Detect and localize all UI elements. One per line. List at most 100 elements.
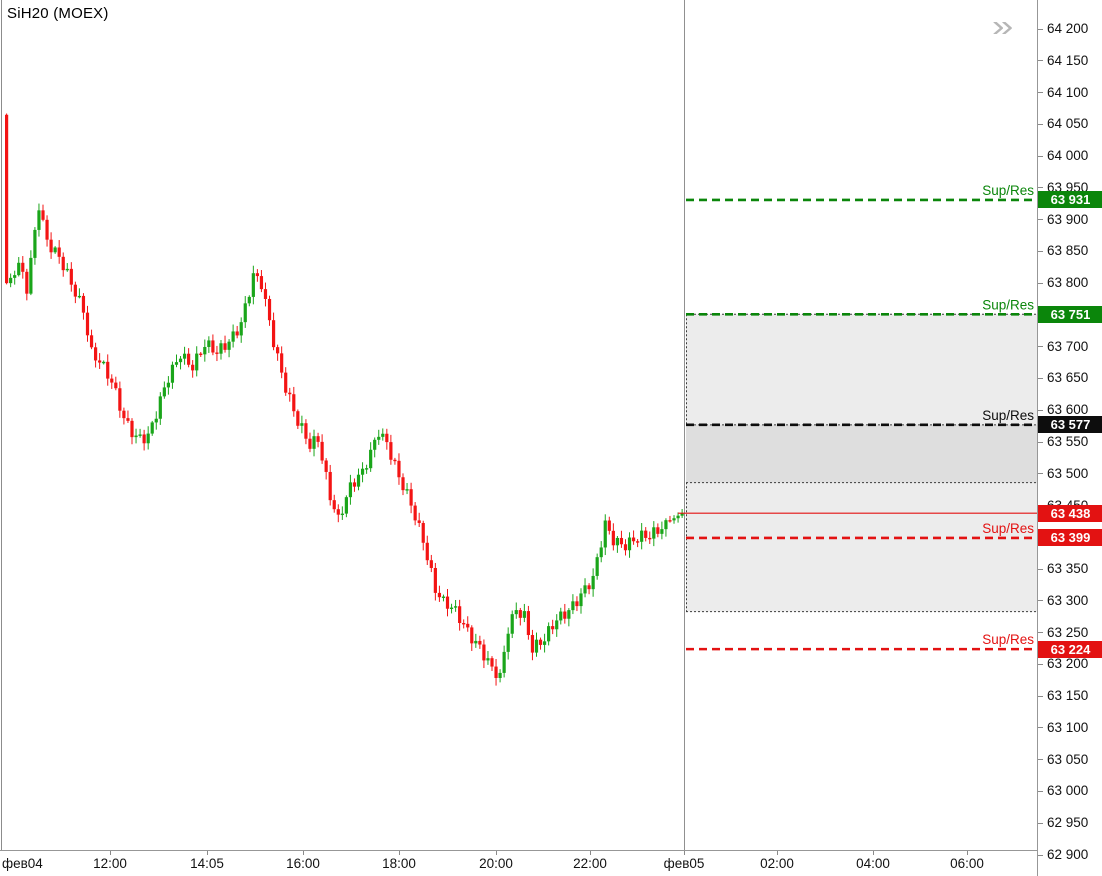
candle-body <box>118 388 122 411</box>
candle-body <box>360 468 365 475</box>
candle-body <box>316 436 320 442</box>
last-price-badge: 63 438 <box>1038 504 1102 522</box>
candle-body <box>332 500 336 510</box>
candle-body <box>247 296 251 304</box>
time-axis-tick <box>496 851 497 855</box>
candle-body <box>308 438 312 449</box>
candle-body <box>530 635 535 653</box>
price-axis-tick <box>1038 409 1043 411</box>
candle-body <box>563 611 567 619</box>
candle-body <box>615 537 619 546</box>
candle-body <box>89 335 94 348</box>
candle-body <box>340 513 344 516</box>
supres-level-label: Sup/Res <box>982 297 1034 312</box>
price-axis-label: 63 150 <box>1047 688 1089 704</box>
price-axis-tick <box>1038 727 1043 729</box>
candle-body <box>276 347 280 354</box>
candle-body <box>599 547 603 558</box>
candle-body <box>437 592 442 598</box>
candle-body <box>182 353 187 359</box>
candle-body <box>81 295 86 313</box>
time-axis-tick <box>303 851 304 855</box>
candle-body <box>29 257 33 294</box>
candle-body <box>627 537 632 551</box>
time-axis-tick <box>967 851 968 855</box>
candle-body <box>61 256 65 271</box>
candle-body <box>466 623 470 628</box>
candle-body <box>251 273 255 297</box>
candle-body <box>680 513 684 516</box>
candle-body <box>640 530 644 542</box>
candle-body <box>365 468 369 470</box>
time-axis-label: 04:00 <box>856 856 890 871</box>
price-axis-tick <box>1038 759 1043 761</box>
price-chart-plot[interactable]: Sup/Res Sup/Res Sup/Res Sup/Res Sup/Res <box>0 0 1037 850</box>
candle-body <box>510 614 514 634</box>
time-axis-label: 02:00 <box>760 856 794 871</box>
candle-body <box>441 596 446 598</box>
supres-level-label: Sup/Res <box>982 632 1034 647</box>
candle-body <box>223 343 227 350</box>
candle-body <box>288 392 292 395</box>
candle-body <box>567 610 571 619</box>
price-axis-label: 64 100 <box>1047 84 1089 100</box>
candle-body <box>292 394 296 412</box>
price-axis-label: 63 350 <box>1047 561 1089 577</box>
candle-body <box>506 633 510 652</box>
candle-body <box>636 541 640 543</box>
candle-body <box>656 527 660 534</box>
candle-body <box>449 607 454 610</box>
candle-body <box>607 520 611 531</box>
candle-body <box>13 275 17 278</box>
price-axis-label: 63 000 <box>1047 783 1089 799</box>
time-axis-label: фев04 <box>2 856 43 871</box>
candle-body <box>37 210 41 230</box>
candle-body <box>409 489 413 506</box>
price-axis[interactable]: 64 200 64 150 64 100 64 050 64 000 63 950 63 9… <box>1037 0 1102 876</box>
candle-body <box>320 441 324 461</box>
candle-body <box>170 364 175 383</box>
candle-body <box>522 611 526 618</box>
time-axis-tick <box>684 851 685 855</box>
candle-body <box>49 239 53 253</box>
candle-body <box>538 639 543 645</box>
price-axis-label: 64 200 <box>1047 21 1089 36</box>
candle-body <box>660 529 664 534</box>
time-axis-tick <box>590 851 591 855</box>
candle-body <box>417 520 421 523</box>
price-axis-tick <box>1038 790 1043 792</box>
price-axis-label: 63 950 <box>1047 179 1089 195</box>
price-axis-tick <box>1038 60 1043 62</box>
price-axis-label: 62 950 <box>1047 815 1089 831</box>
candle-body <box>203 346 207 355</box>
candle-body <box>462 623 466 625</box>
price-axis-tick <box>1038 187 1043 189</box>
time-axis-tick <box>110 851 111 855</box>
price-axis-label: 63 850 <box>1047 243 1089 259</box>
candle-body <box>65 268 69 271</box>
candle-body <box>296 411 300 426</box>
candle-body <box>271 320 276 348</box>
price-axis-label: 63 700 <box>1047 338 1089 354</box>
candle-body <box>146 433 150 444</box>
collapse-panel-icon[interactable]: » <box>991 8 1014 43</box>
price-axis-tick <box>1038 473 1043 475</box>
candle-body <box>122 410 126 419</box>
time-axis[interactable]: фев04 12:00 14:05 16:00 18:00 20:00 22:00 фев05… <box>0 850 1037 876</box>
price-axis-tick <box>1038 600 1043 602</box>
candle-body <box>191 364 195 371</box>
price-axis-tick <box>1038 282 1043 284</box>
candle-body <box>526 611 531 636</box>
candle-body <box>178 358 183 363</box>
candle-body <box>162 387 166 397</box>
candle-body <box>486 658 490 661</box>
candle-body <box>397 460 401 478</box>
candle-body <box>619 537 624 545</box>
candle-body <box>304 423 308 439</box>
supres-level-label: Sup/Res <box>982 183 1034 198</box>
candle-body <box>235 331 239 336</box>
time-axis-tick <box>207 851 208 855</box>
time-axis-label: 12:00 <box>93 856 127 871</box>
candle-body <box>373 439 377 450</box>
candle-body <box>284 372 288 393</box>
